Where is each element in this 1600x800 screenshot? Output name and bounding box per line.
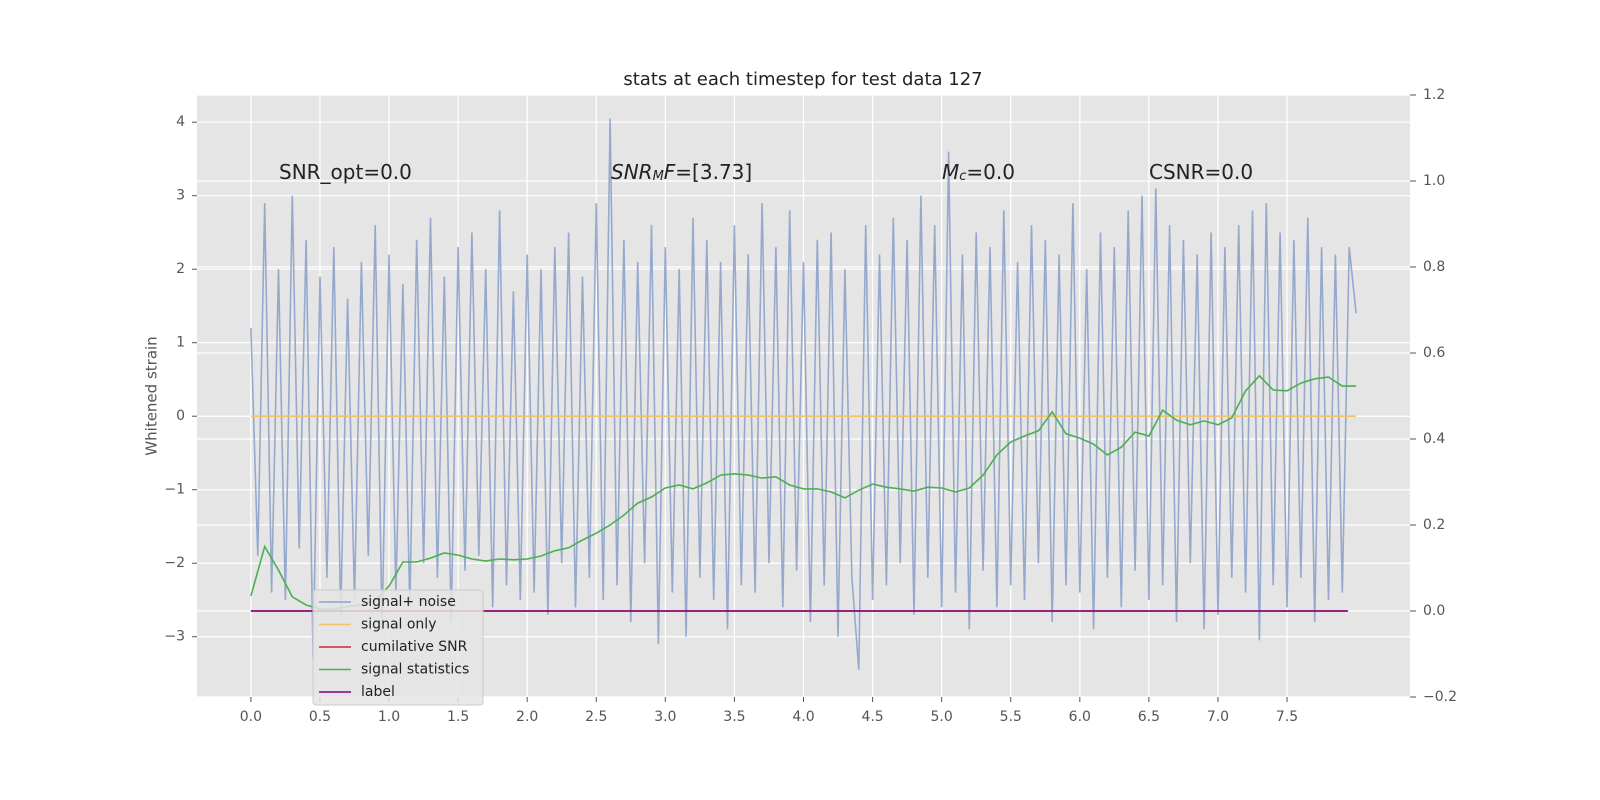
- annotation-part: SNR: [611, 160, 653, 184]
- y-tick-label: −1: [164, 482, 185, 498]
- y2-tick-label: 0.2: [1423, 517, 1445, 533]
- annotation-part: c: [959, 169, 966, 184]
- legend-label: cumilative SNR: [361, 639, 468, 655]
- x-tick-label: 6.0: [1069, 709, 1091, 725]
- annotation: SNRMF=[3.73]: [611, 160, 752, 185]
- x-tick-label: 5.5: [1000, 709, 1022, 725]
- x-tick-label: 7.0: [1207, 709, 1229, 725]
- y2-tick-label: 1.0: [1423, 173, 1445, 189]
- annotation-part: =0.0: [966, 160, 1015, 184]
- y-tick-label: 4: [176, 114, 185, 130]
- annotation-part: M: [653, 169, 664, 184]
- annotation-part: =[3.73]: [675, 160, 752, 184]
- y-axis-label: Whitened strain: [143, 336, 161, 455]
- x-tick-label: 5.0: [931, 709, 953, 725]
- y2-tick-label: 0.6: [1423, 345, 1445, 361]
- series-line: [250, 374, 1357, 610]
- series-line: [250, 118, 1357, 670]
- y-tick-label: −3: [164, 629, 185, 645]
- x-tick-label: 4.5: [861, 709, 883, 725]
- x-tick-label: 2.0: [516, 709, 538, 725]
- x-tick-label: 0.5: [309, 709, 331, 725]
- y-tick-label: 3: [176, 188, 185, 204]
- x-tick-label: 0.0: [240, 709, 262, 725]
- legend-label: signal statistics: [361, 662, 469, 678]
- x-tick-label: 2.5: [585, 709, 607, 725]
- annotation: SNR_opt=0.0: [279, 160, 412, 184]
- chart-title: stats at each timestep for test data 127: [623, 69, 982, 90]
- annotation-part: F: [664, 160, 676, 184]
- annotation-part: SNR_opt=0.0: [279, 160, 412, 184]
- legend: signal+ noise signal only cumilative SNR si…: [312, 589, 484, 706]
- annotation-part: CSNR=0.0: [1149, 160, 1253, 184]
- annotation: Mc=0.0: [942, 160, 1015, 185]
- x-tick-label: 3.5: [723, 709, 745, 725]
- y-tick-label: 2: [176, 261, 185, 277]
- y-tick-label: −2: [164, 555, 185, 571]
- y2-tick-label: −0.2: [1423, 689, 1457, 705]
- x-tick-label: 4.0: [792, 709, 814, 725]
- x-tick-label: 1.0: [378, 709, 400, 725]
- x-tick-label: 7.5: [1276, 709, 1298, 725]
- x-tick-label: 6.5: [1138, 709, 1160, 725]
- legend-label: signal+ noise: [361, 594, 456, 610]
- y-tick-label: 1: [176, 335, 185, 351]
- y2-tick-label: 0.8: [1423, 259, 1445, 275]
- x-tick-label: 3.0: [654, 709, 676, 725]
- y2-tick-label: 0.4: [1423, 431, 1445, 447]
- legend-box: [312, 589, 484, 706]
- annotation: CSNR=0.0: [1149, 160, 1253, 184]
- annotation-part: M: [942, 160, 959, 184]
- legend-label: signal only: [361, 617, 436, 633]
- y2-tick-label: 1.2: [1423, 87, 1445, 103]
- legend-label: label: [361, 684, 395, 700]
- axes: 0.0 0.5 1.0 1.5 2.0 2.5 3.0 3.5 4.0 4.5 5.0 5.5 6.0 6…: [164, 87, 1457, 725]
- y2-tick-label: 0.0: [1423, 603, 1445, 619]
- x-tick-label: 1.5: [447, 709, 469, 725]
- y-tick-label: 0: [176, 408, 185, 424]
